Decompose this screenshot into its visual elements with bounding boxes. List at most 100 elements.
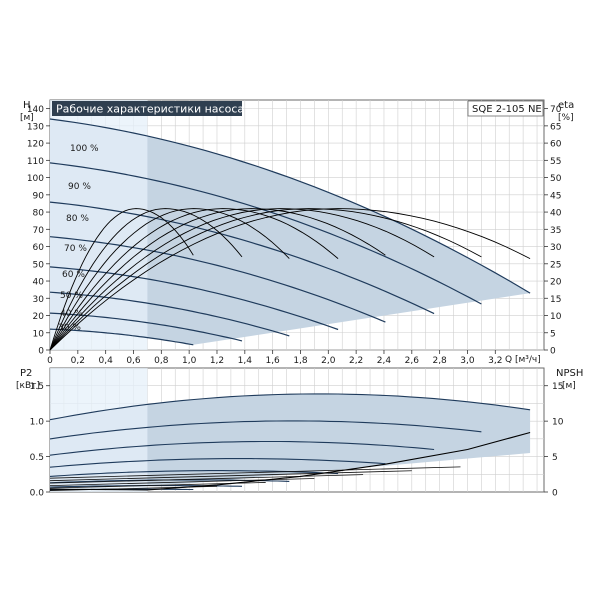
x-tick-label: 1,4 <box>238 356 253 366</box>
top-y2-ticks: 0 5 10 15 20 25 30 35 40 45 50 55 60 65 70 <box>544 105 562 357</box>
bottom-panel: 0.0 0.5 1.0 1.5 0 5 10 15 P2 [кВт] NPSH [м] <box>16 367 583 499</box>
y2-tick-label: 5 <box>550 329 556 339</box>
y2-tick-label: 70 <box>550 105 562 115</box>
power-curve-lowspeed <box>49 466 461 479</box>
x-axis-label: Q [м³/ч] <box>505 355 541 365</box>
y2-tick-label: 5 <box>552 453 558 463</box>
y2-tick-label: 55 <box>550 157 561 167</box>
p2-axis-label: P2 <box>20 368 32 379</box>
x-tick-label: 2,6 <box>405 356 420 366</box>
y-tick-label: 40 <box>33 278 45 288</box>
y2-tick-label: 45 <box>550 191 561 201</box>
y-tick-label: 50 <box>33 260 45 270</box>
y-tick-label: 0.5 <box>30 453 44 463</box>
x-tick-label: 2,2 <box>349 356 363 366</box>
speed-label: 100 % <box>70 144 99 154</box>
bottom-y2-ticks: 0 5 10 15 <box>544 382 564 499</box>
x-tick-label: 1,2 <box>210 356 224 366</box>
power-curve <box>49 393 531 421</box>
speed-label: 40 % <box>60 309 83 319</box>
y-tick-label: 140 <box>27 105 44 115</box>
low-flow-zone <box>50 100 148 350</box>
head-curve <box>49 118 531 294</box>
y-tick-label: 80 <box>33 209 45 219</box>
y-tick-label: 10 <box>33 329 45 339</box>
efficiency-curves <box>49 208 531 351</box>
speed-label: 80 % <box>66 214 89 224</box>
x-tick-label: 0,2 <box>71 356 85 366</box>
h-axis-label: H <box>23 100 31 111</box>
y2-tick-label: 25 <box>550 260 561 270</box>
y-tick-label: 1.0 <box>30 418 45 428</box>
power-curve-lowspeed <box>49 470 412 482</box>
y-tick-label: 20 <box>33 312 45 322</box>
top-panel: 100 % 90 % 80 % 70 % 60 % 50 % 40 % 30 % 0 10 20 3… <box>20 99 574 366</box>
npsh-line <box>49 431 531 491</box>
speed-labels: 100 % 90 % 80 % 70 % 60 % 50 % 40 % 30 % <box>58 144 99 333</box>
head-curve <box>49 328 194 346</box>
npsh-axis-label: NPSH <box>556 368 583 379</box>
y-tick-label: 120 <box>27 140 44 150</box>
efficiency-curve <box>49 208 243 351</box>
x-tick-label: 3,0 <box>460 356 475 366</box>
y-tick-label: 130 <box>27 122 44 132</box>
speed-label: 50 % <box>60 291 83 301</box>
x-tick-label: 2,8 <box>432 356 447 366</box>
head-curve <box>49 291 290 337</box>
y2-tick-label: 35 <box>550 226 561 236</box>
y2-tick-label: 60 <box>550 140 562 150</box>
efficiency-curve <box>49 208 194 351</box>
x-tick-label: 0,4 <box>98 356 113 366</box>
chart-title: Рабочие характеристики насоса <box>56 103 244 116</box>
model-box <box>467 100 544 117</box>
efficiency-curve <box>49 208 339 351</box>
power-curve <box>49 420 482 440</box>
title-box <box>52 101 242 116</box>
head-curve <box>49 201 435 315</box>
x-tick-label: 1,6 <box>265 356 280 366</box>
y2-tick-label: 20 <box>550 278 562 288</box>
x-ticks: 0 0,2 0,4 0,6 0,8 1,0 1,2 1,4 1,6 1,8 2,0 2,2 2,4 2,6… <box>47 350 502 366</box>
y-tick-label: 110 <box>27 157 44 167</box>
efficiency-curve <box>49 208 435 351</box>
operating-range <box>50 100 531 350</box>
y-tick-label: 70 <box>33 226 45 236</box>
x-tick-label: 3,2 <box>488 356 502 366</box>
y2-tick-label: 0 <box>550 347 556 357</box>
x-tick-label: 2,4 <box>377 356 392 366</box>
x-tick-label: 0,8 <box>154 356 169 366</box>
eta-axis-label: eta <box>558 100 574 111</box>
y2-tick-label: 15 <box>552 382 563 392</box>
y-tick-label: 30 <box>33 295 45 305</box>
eta-axis-unit: [%] <box>558 113 574 123</box>
npsh-axis-unit: [м] <box>562 381 576 391</box>
power-curve <box>49 440 435 456</box>
x-tick-label: 2,0 <box>321 356 336 366</box>
y2-tick-label: 0 <box>552 489 558 499</box>
low-flow-zone <box>50 368 148 492</box>
speed-label: 60 % <box>62 270 85 280</box>
y2-tick-label: 15 <box>550 295 561 305</box>
y2-tick-label: 10 <box>552 418 564 428</box>
x-tick-label: 0,6 <box>126 356 141 366</box>
bottom-y-ticks: 0.0 0.5 1.0 1.5 <box>30 382 50 499</box>
y2-tick-label: 50 <box>550 174 562 184</box>
efficiency-curve <box>49 208 290 351</box>
y2-tick-label: 10 <box>550 312 562 322</box>
y-tick-label: 90 <box>33 191 45 201</box>
y2-tick-label: 65 <box>550 122 561 132</box>
head-curve <box>49 312 243 342</box>
y-tick-label: 0 <box>38 347 44 357</box>
y-tick-label: 60 <box>33 243 45 253</box>
p2-axis-unit: [кВт] <box>16 381 40 391</box>
x-tick-label: 1,0 <box>182 356 197 366</box>
top-y-ticks: 0 10 20 30 40 50 60 70 80 90 100 110 120 130 140 <box>27 105 50 357</box>
speed-label: 90 % <box>68 182 91 192</box>
y2-tick-label: 30 <box>550 243 562 253</box>
head-curve <box>49 162 482 305</box>
x-tick-label: 1,8 <box>293 356 308 366</box>
y-tick-label: 0.0 <box>30 489 45 499</box>
model-label: SQE 2-105 NE <box>472 104 542 115</box>
y-tick-label: 100 <box>27 174 44 184</box>
